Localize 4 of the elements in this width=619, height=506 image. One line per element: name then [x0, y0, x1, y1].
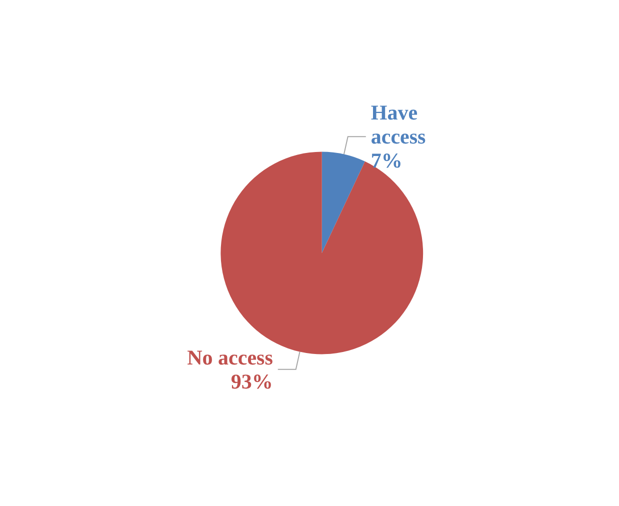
- data-label: 7%: [370, 148, 402, 173]
- data-label: 93%: [230, 369, 273, 394]
- slice-label: Have access: [370, 100, 426, 149]
- slice-label: No access: [187, 345, 273, 370]
